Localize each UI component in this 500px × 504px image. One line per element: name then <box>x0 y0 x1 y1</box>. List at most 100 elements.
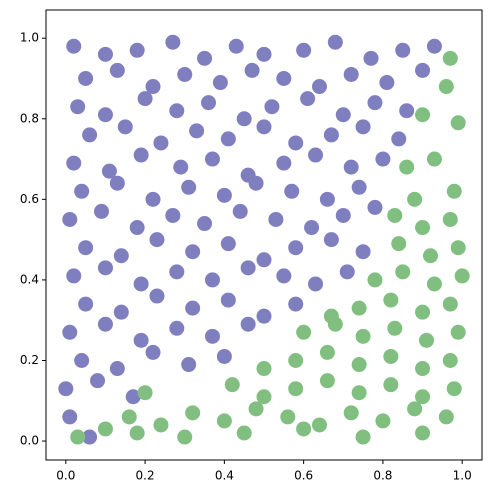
point <box>66 38 82 54</box>
axes-frame <box>45 9 483 461</box>
point <box>450 115 466 131</box>
point <box>442 211 458 227</box>
point <box>224 377 240 393</box>
point <box>74 352 90 368</box>
point <box>367 199 383 215</box>
point <box>149 232 165 248</box>
point <box>304 220 320 236</box>
point <box>415 220 431 236</box>
point <box>327 316 343 332</box>
point <box>391 131 407 147</box>
point <box>450 240 466 256</box>
point <box>62 324 78 340</box>
point <box>383 377 399 393</box>
point <box>454 268 470 284</box>
point <box>169 103 185 119</box>
point <box>137 91 153 107</box>
point <box>149 288 165 304</box>
point <box>93 203 109 219</box>
point <box>248 401 264 417</box>
point <box>296 421 312 437</box>
point <box>62 409 78 425</box>
point <box>173 159 189 175</box>
point <box>323 232 339 248</box>
point <box>391 236 407 252</box>
point <box>311 79 327 95</box>
point <box>90 373 106 389</box>
x-tick-label: 1.0 <box>453 469 472 483</box>
point <box>288 296 304 312</box>
point <box>415 361 431 377</box>
point <box>82 127 98 143</box>
point <box>276 70 292 86</box>
point <box>109 361 125 377</box>
point <box>165 207 181 223</box>
x-tick-label: 0.4 <box>215 469 234 483</box>
point <box>256 389 272 405</box>
point <box>379 75 395 91</box>
point <box>319 344 335 360</box>
point <box>355 244 371 260</box>
point <box>308 276 324 292</box>
point <box>415 62 431 78</box>
point <box>109 62 125 78</box>
point <box>220 131 236 147</box>
point <box>204 272 220 288</box>
point <box>399 103 415 119</box>
y-tick-label: 0.6 <box>20 192 39 206</box>
point <box>367 272 383 288</box>
point <box>375 151 391 167</box>
point <box>280 409 296 425</box>
point <box>319 191 335 207</box>
point <box>426 38 442 54</box>
point <box>407 191 423 207</box>
point <box>343 66 359 82</box>
point <box>446 381 462 397</box>
point <box>296 324 312 340</box>
x-tick-label: 0.2 <box>136 469 155 483</box>
point <box>442 296 458 312</box>
point <box>395 42 411 58</box>
point <box>355 429 371 445</box>
point <box>399 159 415 175</box>
point <box>442 352 458 368</box>
point <box>343 405 359 421</box>
point <box>74 183 90 199</box>
point <box>248 175 264 191</box>
point <box>197 216 213 232</box>
point <box>204 328 220 344</box>
point <box>109 175 125 191</box>
point <box>438 409 454 425</box>
point <box>415 304 431 320</box>
point <box>236 425 252 441</box>
point <box>189 123 205 139</box>
point <box>438 79 454 95</box>
point <box>204 151 220 167</box>
point <box>101 163 117 179</box>
point <box>446 183 462 199</box>
point <box>201 95 217 111</box>
point <box>212 75 228 91</box>
point <box>78 296 94 312</box>
point <box>82 429 98 445</box>
point <box>268 211 284 227</box>
point <box>70 429 86 445</box>
x-tick-label: 0.0 <box>56 469 75 483</box>
point <box>181 357 197 373</box>
point <box>288 240 304 256</box>
point <box>387 207 403 223</box>
point <box>422 248 438 264</box>
point <box>58 381 74 397</box>
point <box>256 361 272 377</box>
y-tick-label: 0.8 <box>20 111 39 125</box>
point <box>288 352 304 368</box>
point <box>276 268 292 284</box>
point <box>426 151 442 167</box>
point <box>442 50 458 66</box>
point <box>351 357 367 373</box>
point <box>351 179 367 195</box>
point <box>97 107 113 123</box>
x-tick-label: 0.6 <box>294 469 313 483</box>
point <box>256 308 272 324</box>
